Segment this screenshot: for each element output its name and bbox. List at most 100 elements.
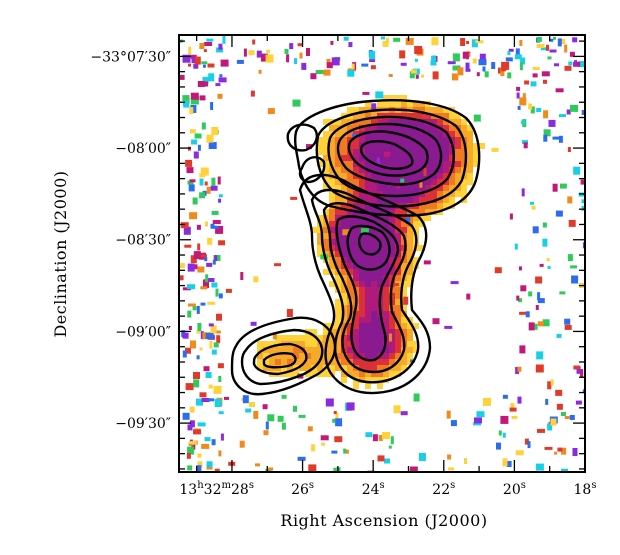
emission-pixel (383, 239, 389, 245)
emission-pixel (443, 113, 449, 119)
emission-pixel (401, 359, 407, 365)
emission-pixel (371, 149, 377, 155)
noise-pixel (465, 62, 470, 70)
emission-pixel (359, 329, 365, 335)
noise-pixel (560, 412, 566, 416)
noise-pixel (315, 70, 324, 74)
emission-pixel (359, 317, 365, 323)
emission-pixel (407, 113, 413, 119)
noise-pixel (568, 61, 573, 66)
emission-pixel (377, 167, 383, 173)
noise-pixel (491, 147, 499, 152)
noise-pixel (573, 365, 580, 370)
noise-pixel (220, 59, 229, 67)
emission-pixel (431, 149, 437, 155)
noise-pixel (535, 463, 544, 471)
noise-pixel (537, 428, 545, 433)
emission-pixel (383, 281, 389, 287)
emission-pixel (377, 233, 383, 239)
noise-pixel (343, 448, 347, 454)
emission-pixel (413, 209, 419, 215)
emission-pixel (467, 173, 473, 179)
noise-pixel (550, 379, 554, 386)
noise-pixel (549, 49, 557, 53)
noise-pixel (552, 136, 561, 140)
emission-pixel (419, 137, 425, 143)
noise-pixel (572, 37, 578, 43)
emission-pixel (395, 221, 401, 227)
noise-pixel (261, 53, 268, 62)
emission-pixel (377, 113, 383, 119)
emission-pixel (359, 299, 365, 305)
emission-pixel (383, 323, 389, 329)
emission-pixel (365, 101, 371, 107)
noise-pixel (547, 423, 553, 431)
emission-pixel (353, 107, 359, 113)
emission-pixel (419, 221, 425, 227)
noise-pixel (542, 222, 547, 228)
noise-pixel (385, 37, 389, 43)
noise-pixel (564, 416, 570, 419)
emission-pixel (419, 149, 425, 155)
noise-pixel (183, 100, 190, 108)
emission-pixel (389, 359, 395, 365)
emission-pixel (359, 239, 365, 245)
noise-pixel (255, 463, 260, 467)
emission-pixel (449, 149, 455, 155)
noise-pixel (446, 410, 451, 419)
contour-bridge-2 (310, 188, 420, 384)
emission-pixel (383, 347, 389, 353)
emission-pixel (365, 377, 371, 383)
noise-pixel (289, 43, 294, 50)
noise-pixel (292, 99, 301, 107)
noise-pixel (331, 450, 338, 454)
contour-north-4 (336, 122, 443, 186)
noise-pixel (530, 201, 534, 205)
emission-pixel (389, 185, 395, 191)
contour-north-6 (359, 140, 414, 170)
radio-contours (230, 99, 481, 396)
emission-pixel (401, 365, 407, 371)
emission-pixel (389, 179, 395, 185)
noise-pixel (331, 57, 340, 66)
emission-pixel (461, 191, 467, 197)
emission-pixel (383, 101, 389, 107)
emission-pixel (323, 335, 329, 341)
noise-pixel (256, 50, 262, 58)
noise-pixel (560, 39, 566, 44)
noise-pixel (205, 333, 214, 340)
noise-pixel (204, 437, 211, 442)
x-tick-label: 24s (362, 480, 385, 498)
emission-pixel (371, 197, 377, 203)
emission-pixel (353, 215, 359, 221)
emission-pixel (365, 257, 371, 263)
emission-pixel (275, 347, 281, 353)
noise-pixel (473, 114, 481, 122)
emission-pixel (359, 347, 365, 353)
emission-pixel (407, 269, 413, 275)
emission-pixel (449, 185, 455, 191)
noise-pixel (500, 415, 509, 424)
emission-pixel (365, 263, 371, 269)
noise-pixel (185, 383, 194, 391)
emission-pixel (353, 239, 359, 245)
noise-pixel (196, 224, 201, 230)
noise-pixel (543, 129, 551, 137)
emission-pixel (395, 305, 401, 311)
emission-pixel (395, 119, 401, 125)
noise-pixel (415, 74, 419, 79)
emission-pixel (335, 227, 341, 233)
noise-pixel (479, 53, 486, 60)
emission-pixel (335, 341, 341, 347)
emission-pixel (329, 143, 335, 149)
emission-pixel (359, 257, 365, 263)
emission-pixel (377, 149, 383, 155)
emission-pixel (347, 347, 353, 353)
noise-pixel (409, 71, 415, 79)
emission-pixel (335, 179, 341, 185)
emission-pixel (413, 347, 419, 353)
noise-pixel (559, 291, 566, 295)
emission-pixel (431, 107, 437, 113)
emission-pixel (269, 359, 275, 365)
emission-pixel (353, 143, 359, 149)
